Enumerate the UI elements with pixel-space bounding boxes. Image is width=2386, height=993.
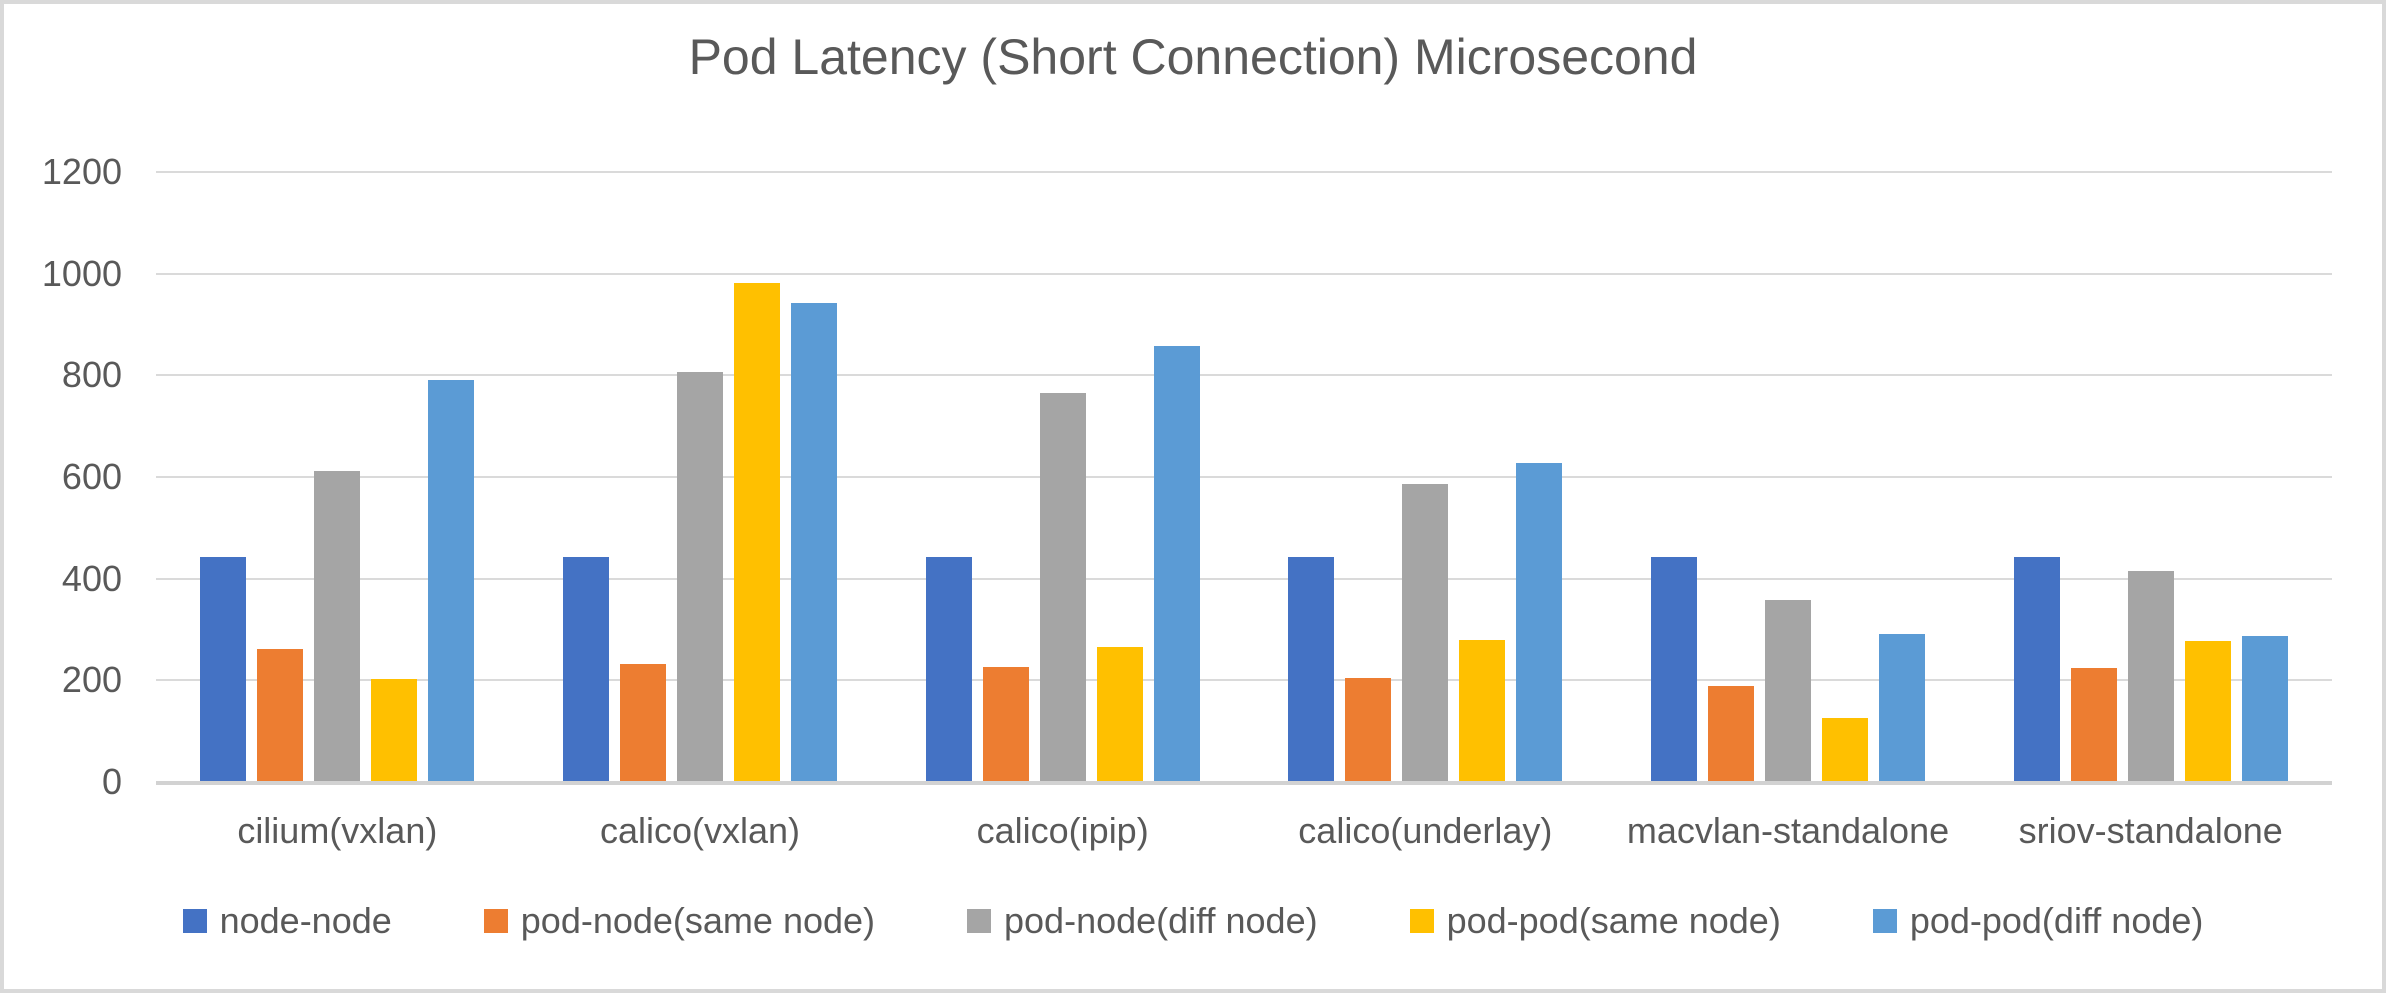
bar-pod-node(same node)-calico(vxlan) — [620, 664, 666, 781]
legend-item-pod-node(diff node): pod-node(diff node) — [967, 900, 1318, 942]
y-axis-tick-label: 1000 — [41, 253, 122, 294]
bar-pod-node(diff node)-calico(ipip) — [1039, 392, 1086, 781]
legend-label: node-node — [219, 900, 392, 941]
bar-groups — [156, 171, 2332, 781]
bar-pod-pod(diff node)-calico(vxlan) — [791, 303, 837, 781]
y-axis-tick-label: 800 — [61, 354, 122, 395]
bar-group-macvlan-standalone — [1607, 171, 1970, 781]
legend-label: pod-node(diff node) — [1004, 900, 1318, 941]
legend: node-node pod-node(same node) pod-node(dif… — [4, 900, 2382, 942]
x-axis-category-label: calico(vxlan) — [599, 810, 801, 851]
bar-pod-node(diff node)-calico(underlay) — [1402, 483, 1449, 781]
bar-pod-pod(diff node)-calico(ipip) — [1153, 345, 1200, 781]
bar-pod-pod(diff node)-sriov-standalone — [2241, 636, 2288, 781]
bar-pod-node(diff node)-macvlan-standalone — [1765, 599, 1812, 781]
bar-pod-pod(same node)-sriov-standalone — [2184, 641, 2231, 781]
bar-node-node-calico(underlay) — [1288, 557, 1335, 781]
y-gridline — [156, 679, 2332, 681]
x-axis-line — [156, 781, 2332, 785]
bar-pod-pod(diff node)-calico(underlay) — [1516, 463, 1563, 781]
x-axis: cilium(vxlan) calico(vxlan) calico(ipip) ca… — [156, 810, 2332, 852]
bar-node-node-calico(vxlan) — [563, 557, 609, 781]
legend-item-pod-pod(diff node): pod-pod(diff node) — [1872, 900, 2204, 942]
legend-label: pod-node(same node) — [520, 900, 876, 941]
bar-group-cilium(vxlan) — [156, 171, 519, 781]
bar-pod-node(same node)-macvlan-standalone — [1708, 685, 1755, 781]
y-axis-tick-label: 600 — [61, 456, 122, 497]
bar-pod-pod(same node)-calico(ipip) — [1096, 647, 1143, 781]
bar-pod-pod(same node)-cilium(vxlan) — [371, 679, 418, 781]
bar-group-calico(ipip) — [881, 171, 1244, 781]
bar-pod-pod(diff node)-macvlan-standalone — [1879, 634, 1926, 781]
x-axis-category-label: cilium(vxlan) — [237, 810, 438, 851]
legend-swatch-icon — [967, 909, 992, 933]
bar-group-sriov-standalone — [1969, 171, 2332, 781]
bar-node-node-calico(ipip) — [925, 557, 972, 781]
bar-node-node-macvlan-standalone — [1651, 557, 1698, 781]
bar-node-node-sriov-standalone — [2013, 557, 2060, 781]
bar-pod-node(same node)-cilium(vxlan) — [257, 648, 304, 781]
x-axis-category-label: macvlan-standalone — [1626, 810, 1950, 851]
bar-pod-pod(diff node)-cilium(vxlan) — [428, 380, 475, 781]
bar-pod-pod(same node)-calico(vxlan) — [734, 282, 780, 781]
y-gridline — [156, 374, 2332, 376]
y-axis: 0 200 400 600 800 1000 1200 — [4, 4, 122, 989]
y-axis-tick-label: 200 — [61, 659, 122, 700]
bar-pod-node(diff node)-calico(vxlan) — [677, 371, 723, 781]
bar-pod-node(same node)-calico(ipip) — [982, 667, 1029, 781]
x-axis-category-label: sriov-standalone — [2018, 810, 2283, 851]
y-gridline — [156, 171, 2332, 173]
legend-swatch-icon — [182, 909, 207, 933]
chart-title: Pod Latency (Short Connection) Microseco… — [688, 29, 1698, 85]
y-gridline — [156, 476, 2332, 478]
y-gridline — [156, 578, 2332, 580]
legend-item-node-node: node-node — [182, 900, 392, 942]
legend-label: pod-pod(same node) — [1446, 900, 1781, 941]
y-axis-tick-label: 1200 — [41, 151, 122, 192]
bar-group-calico(vxlan) — [519, 171, 882, 781]
legend-item-pod-pod(same node): pod-pod(same node) — [1409, 900, 1781, 942]
bar-pod-pod(same node)-macvlan-standalone — [1822, 717, 1869, 781]
legend-swatch-icon — [1872, 909, 1897, 933]
bar-group-calico(underlay) — [1244, 171, 1607, 781]
bar-pod-node(diff node)-cilium(vxlan) — [314, 470, 361, 781]
bar-pod-pod(same node)-calico(underlay) — [1459, 640, 1506, 781]
legend-item-pod-node(same node): pod-node(same node) — [483, 900, 876, 942]
legend-swatch-icon — [1409, 909, 1434, 933]
plot-area — [156, 171, 2332, 785]
y-gridline — [156, 273, 2332, 275]
bar-node-node-cilium(vxlan) — [200, 557, 247, 781]
legend-label: pod-pod(diff node) — [1909, 900, 2204, 941]
y-axis-tick-label: 0 — [101, 761, 122, 802]
bar-pod-node(diff node)-sriov-standalone — [2127, 571, 2174, 781]
bar-pod-node(same node)-calico(underlay) — [1345, 677, 1392, 781]
legend-swatch-icon — [483, 909, 508, 933]
bar-pod-node(same node)-sriov-standalone — [2070, 667, 2117, 781]
y-axis-tick-label: 400 — [61, 558, 122, 599]
x-axis-category-label: calico(ipip) — [976, 810, 1149, 851]
x-axis-category-label: calico(underlay) — [1298, 810, 1553, 851]
